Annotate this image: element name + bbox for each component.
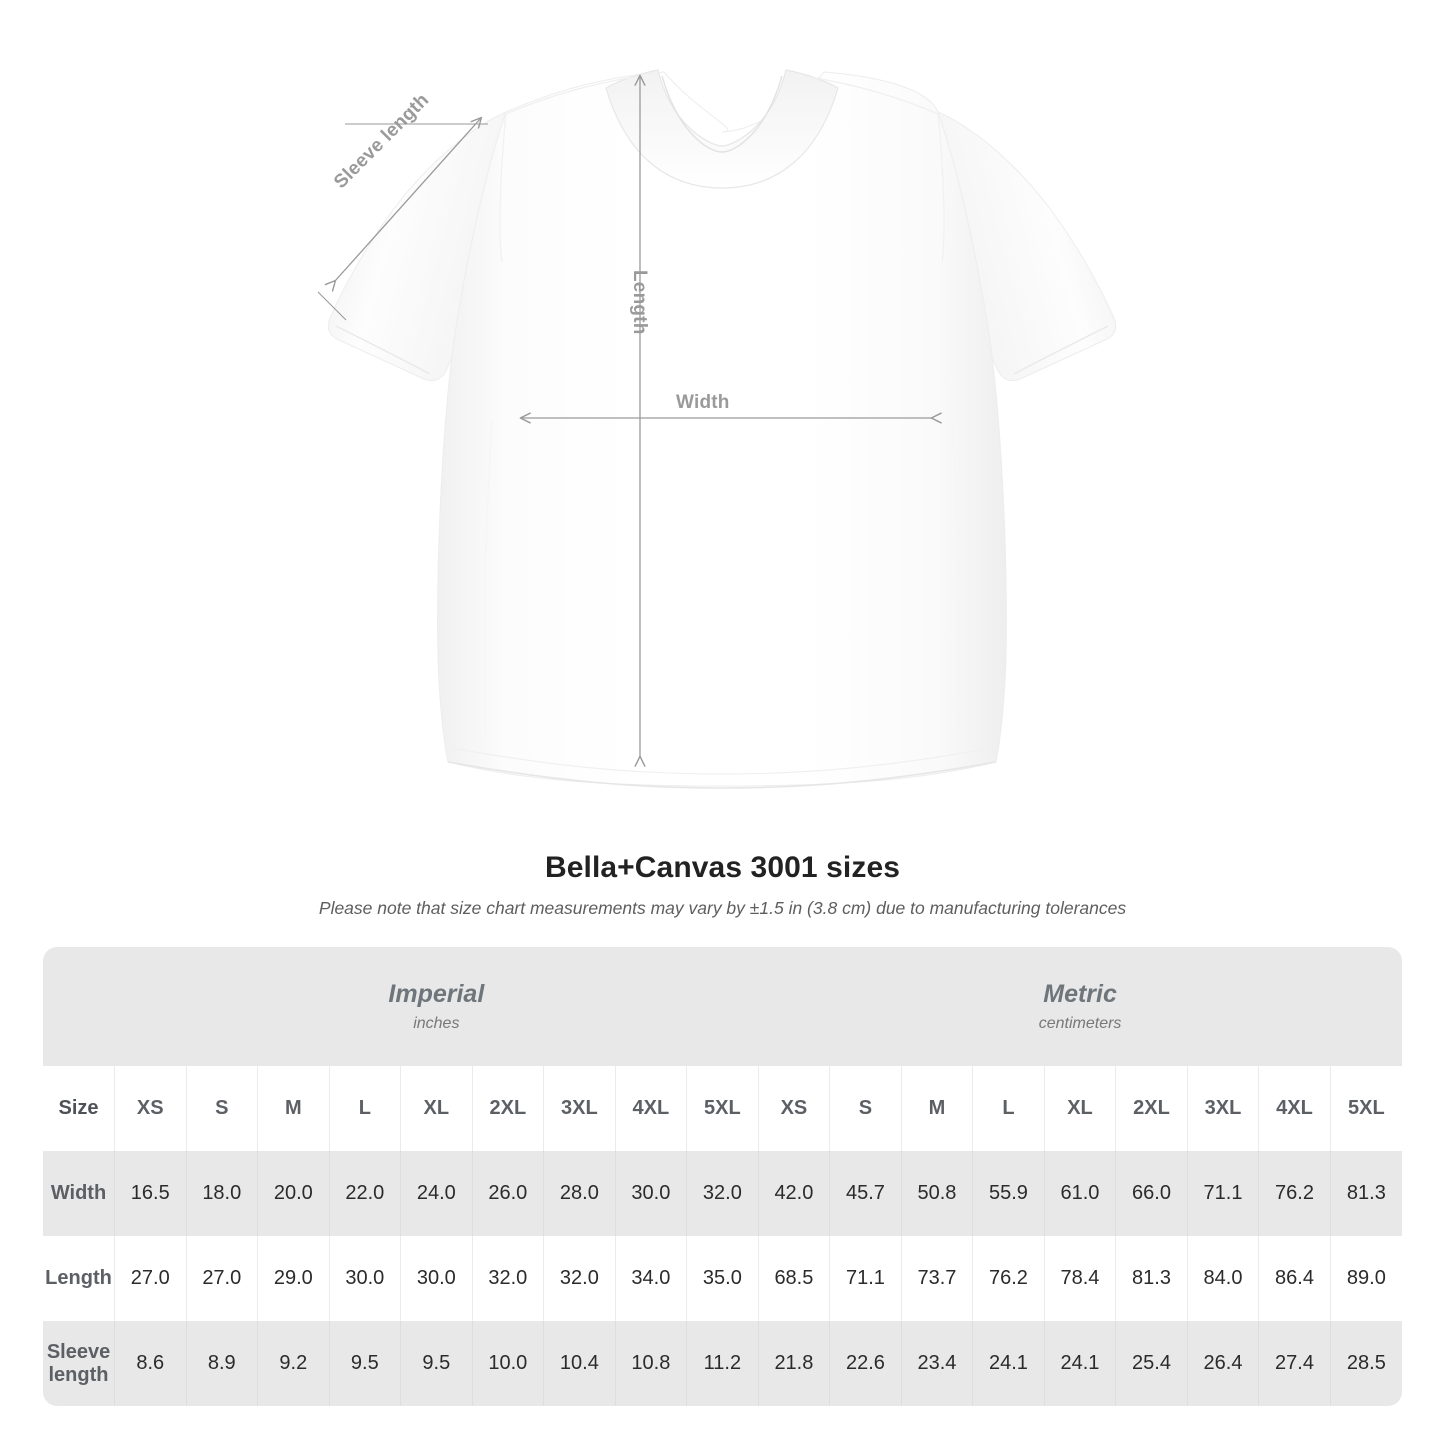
size-header-cell: L <box>972 1066 1045 1151</box>
table-cell: 16.5 <box>114 1151 187 1236</box>
table-cell: 24.1 <box>1043 1321 1116 1406</box>
size-header-cell: 5XL <box>1329 1066 1402 1151</box>
size-header-cell: 2XL <box>1115 1066 1188 1151</box>
table-row: Length 27.0 27.0 29.0 30.0 30.0 32.0 32.… <box>43 1236 1402 1321</box>
size-header-cell: 3XL <box>1186 1066 1259 1151</box>
size-header-cell: 4XL <box>1258 1066 1331 1151</box>
unit-group-imperial-name: Imperial <box>388 979 485 1008</box>
table-cell: 78.4 <box>1043 1236 1116 1321</box>
table-cell: 32.0 <box>471 1236 544 1321</box>
size-header-cell: 2XL <box>471 1066 544 1151</box>
table-cell: 10.4 <box>543 1321 616 1406</box>
tshirt-measurement-diagram: Sleeve length Length Width <box>317 69 1117 789</box>
table-cell: 18.0 <box>185 1151 258 1236</box>
table-cell: 9.5 <box>328 1321 401 1406</box>
table-cell: 81.3 <box>1115 1236 1188 1321</box>
table-row: Width 16.5 18.0 20.0 22.0 24.0 26.0 28.0… <box>43 1151 1402 1236</box>
table-cell: 21.8 <box>757 1321 830 1406</box>
table-cell: 66.0 <box>1115 1151 1188 1236</box>
row-label: Sleeve length <box>43 1321 115 1406</box>
table-cell: 27.4 <box>1258 1321 1331 1406</box>
width-label: Width <box>676 392 730 413</box>
table-cell: 68.5 <box>757 1236 830 1321</box>
size-header-cell: M <box>900 1066 973 1151</box>
table-cell: 32.0 <box>686 1151 759 1236</box>
table-cell: 30.0 <box>400 1236 473 1321</box>
table-cell: 89.0 <box>1329 1236 1402 1321</box>
table-cell: 71.1 <box>1186 1151 1259 1236</box>
page-title: Bella+Canvas 3001 sizes <box>544 851 901 884</box>
size-header-cell: M <box>257 1066 330 1151</box>
table-cell: 35.0 <box>686 1236 759 1321</box>
table-cell: 25.4 <box>1115 1321 1188 1406</box>
row-label: Length <box>43 1236 115 1321</box>
unit-spacer-cell <box>43 947 115 1066</box>
table-cell: 28.5 <box>1329 1321 1402 1406</box>
size-header-cell: 5XL <box>686 1066 759 1151</box>
size-header-cell: S <box>185 1066 258 1151</box>
size-table-container: Imperial inches Metric centimeters Size … <box>43 947 1402 1406</box>
unit-group-metric: Metric centimeters <box>758 947 1402 1066</box>
size-table-body: Imperial inches Metric centimeters Size … <box>43 947 1402 1406</box>
size-table: Imperial inches Metric centimeters Size … <box>43 947 1402 1406</box>
table-cell: 42.0 <box>757 1151 830 1236</box>
table-row: Sleeve length 8.6 8.9 9.2 9.5 9.5 10.0 1… <box>43 1321 1402 1406</box>
size-header-cell: L <box>328 1066 401 1151</box>
unit-group-metric-name: Metric <box>1043 979 1117 1008</box>
size-header-cell: S <box>829 1066 902 1151</box>
table-cell: 9.5 <box>400 1321 473 1406</box>
table-cell: 76.2 <box>1258 1151 1331 1236</box>
size-header-cell: XL <box>1043 1066 1116 1151</box>
length-label: Length <box>629 270 650 335</box>
size-header-cell: XL <box>400 1066 473 1151</box>
page-subtitle: Please note that size chart measurements… <box>318 898 1127 918</box>
table-cell: 22.0 <box>328 1151 401 1236</box>
table-cell: 24.0 <box>400 1151 473 1236</box>
size-header-cell: XS <box>757 1066 830 1151</box>
table-cell: 20.0 <box>257 1151 330 1236</box>
table-cell: 27.0 <box>185 1236 258 1321</box>
sleeve-length-dimension <box>317 118 488 321</box>
unit-group-imperial: Imperial inches <box>114 947 759 1066</box>
unit-group-row: Imperial inches Metric centimeters <box>43 947 1402 1066</box>
size-header-label: Size <box>43 1066 115 1151</box>
table-cell: 22.6 <box>829 1321 902 1406</box>
size-header-cell: 3XL <box>543 1066 616 1151</box>
table-cell: 84.0 <box>1186 1236 1259 1321</box>
table-cell: 10.8 <box>614 1321 687 1406</box>
size-header-cell: 4XL <box>614 1066 687 1151</box>
table-cell: 27.0 <box>114 1236 187 1321</box>
table-cell: 45.7 <box>829 1151 902 1236</box>
table-cell: 28.0 <box>543 1151 616 1236</box>
table-cell: 32.0 <box>543 1236 616 1321</box>
size-header-cell: XS <box>114 1066 187 1151</box>
tshirt-shape <box>327 69 1117 789</box>
table-cell: 86.4 <box>1258 1236 1331 1321</box>
table-cell: 61.0 <box>1043 1151 1116 1236</box>
table-cell: 76.2 <box>972 1236 1045 1321</box>
table-cell: 71.1 <box>829 1236 902 1321</box>
table-cell: 50.8 <box>900 1151 973 1236</box>
table-cell: 9.2 <box>257 1321 330 1406</box>
table-cell: 8.6 <box>114 1321 187 1406</box>
table-cell: 24.1 <box>972 1321 1045 1406</box>
table-cell: 34.0 <box>614 1236 687 1321</box>
table-cell: 26.4 <box>1186 1321 1259 1406</box>
table-cell: 55.9 <box>972 1151 1045 1236</box>
table-cell: 11.2 <box>686 1321 759 1406</box>
row-label: Width <box>43 1151 115 1236</box>
table-cell: 10.0 <box>471 1321 544 1406</box>
size-header-row: Size XS S M L XL 2XL 3XL 4XL 5XL XS S M … <box>43 1066 1402 1151</box>
table-cell: 30.0 <box>328 1236 401 1321</box>
unit-group-imperial-sub: inches <box>413 1015 460 1033</box>
table-cell: 8.9 <box>185 1321 258 1406</box>
unit-group-metric-sub: centimeters <box>1038 1015 1122 1033</box>
table-cell: 29.0 <box>257 1236 330 1321</box>
table-cell: 26.0 <box>471 1151 544 1236</box>
table-cell: 73.7 <box>900 1236 973 1321</box>
table-cell: 30.0 <box>614 1151 687 1236</box>
table-cell: 23.4 <box>900 1321 973 1406</box>
table-cell: 81.3 <box>1329 1151 1402 1236</box>
